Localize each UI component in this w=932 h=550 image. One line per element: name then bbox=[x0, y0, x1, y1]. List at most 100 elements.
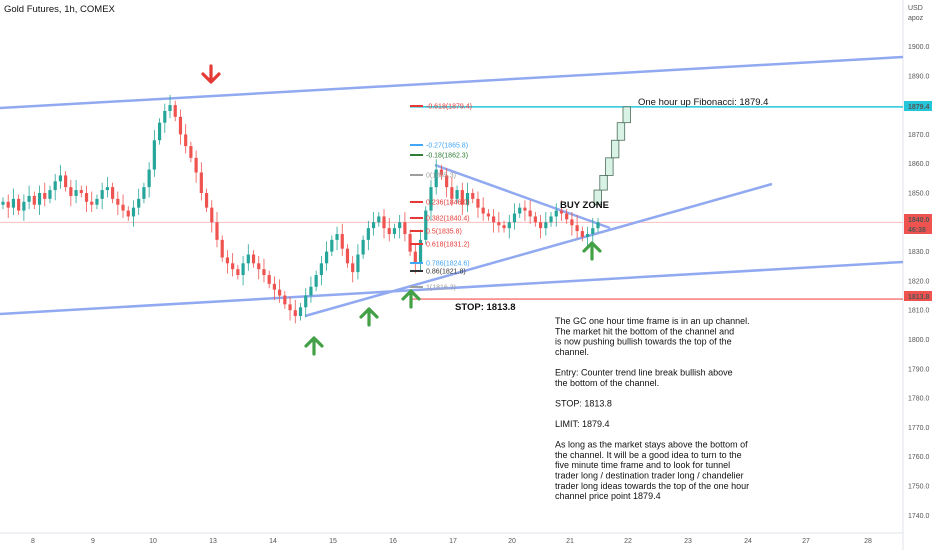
candle-body bbox=[251, 254, 256, 264]
x-axis: 8 9 10 13 14 15 16 17 20 21 22 23 24 27 28 bbox=[31, 538, 872, 545]
candle-body bbox=[90, 201, 94, 205]
candle-body bbox=[215, 222, 219, 240]
price-badge-label: 1879.4 bbox=[908, 104, 930, 111]
candle-body bbox=[481, 207, 485, 214]
candle-body bbox=[559, 210, 564, 214]
candle-body bbox=[356, 254, 360, 273]
projection-bars bbox=[593, 106, 631, 206]
candle-body bbox=[450, 187, 454, 199]
scale-mode-label: apoz bbox=[908, 15, 924, 22]
x-tick-label: 23 bbox=[684, 538, 692, 545]
candle-body bbox=[340, 234, 344, 249]
x-tick-label: 17 bbox=[449, 538, 457, 545]
candle-body bbox=[69, 187, 73, 196]
y-tick-label: 1800.0 bbox=[908, 337, 930, 344]
candle-body bbox=[173, 105, 177, 117]
candle-body bbox=[304, 295, 308, 308]
projection-bar bbox=[593, 189, 602, 206]
candle-body bbox=[116, 198, 120, 205]
projection-bar bbox=[611, 139, 620, 159]
candle-body bbox=[512, 213, 517, 223]
candle-body bbox=[241, 263, 245, 276]
candle-body bbox=[157, 122, 162, 141]
candle-body bbox=[465, 193, 470, 205]
y-tick-label: 1780.0 bbox=[908, 396, 930, 403]
buy-zone-label: BUY ZONE bbox=[560, 200, 609, 211]
candle-body bbox=[95, 198, 99, 205]
note-line: channel price point 1879.4 bbox=[555, 491, 661, 501]
candle-body bbox=[100, 190, 104, 199]
price-badges: 1879.4 1840.0 46:38 1813.8 bbox=[904, 101, 932, 301]
channel-bottom-line bbox=[0, 260, 904, 316]
projection-bar bbox=[599, 175, 608, 191]
candle-body bbox=[1, 201, 5, 205]
candle-body bbox=[6, 201, 10, 208]
candle-body bbox=[168, 105, 172, 111]
fib-level-label: 0(1855.3) bbox=[426, 173, 456, 180]
fib-level-label: -0.618(1879.4) bbox=[426, 104, 472, 111]
candle-body bbox=[210, 207, 214, 223]
candle-body bbox=[502, 225, 506, 229]
candle-body bbox=[439, 169, 444, 176]
candle-body bbox=[22, 201, 26, 211]
candle-body bbox=[371, 222, 376, 229]
candle-body bbox=[32, 195, 36, 205]
candle-body bbox=[445, 175, 449, 188]
candle-body bbox=[53, 181, 57, 191]
up-arrow-icon bbox=[401, 289, 421, 309]
y-tick-label: 1790.0 bbox=[908, 366, 930, 373]
candle-body bbox=[225, 257, 230, 264]
candle-body bbox=[298, 307, 303, 317]
y-tick-label: 1900.0 bbox=[908, 44, 930, 51]
fib-level-label: -0.27(1865.8) bbox=[426, 143, 468, 150]
candle-body bbox=[330, 239, 334, 252]
x-tick-label: 10 bbox=[149, 538, 157, 545]
projection-bar bbox=[616, 122, 626, 141]
candle-body bbox=[220, 239, 224, 258]
price-badge-label: 1813.8 bbox=[908, 294, 930, 301]
candle-body bbox=[398, 222, 402, 229]
candle-body bbox=[580, 231, 584, 237]
price-badge-label: 1840.0 bbox=[908, 217, 930, 224]
candle-body bbox=[147, 169, 151, 188]
price-level-lines bbox=[0, 106, 903, 300]
candle-body bbox=[121, 204, 125, 211]
note-line: the bottom of the channel. bbox=[555, 378, 659, 388]
fib-level-label: 0.618(1831.2) bbox=[426, 242, 470, 249]
stop-label: STOP: 1813.8 bbox=[455, 302, 516, 313]
candle-body bbox=[199, 172, 203, 193]
price-badge bbox=[904, 224, 932, 234]
price-badge-label: 46:38 bbox=[908, 227, 926, 234]
candle-body bbox=[460, 190, 464, 205]
candle-body bbox=[231, 263, 235, 270]
candle-body bbox=[293, 310, 297, 317]
candle-body bbox=[486, 213, 490, 217]
candle-body bbox=[335, 234, 339, 240]
x-tick-label: 13 bbox=[209, 538, 217, 545]
candle-body bbox=[84, 193, 89, 202]
candle-body bbox=[11, 198, 16, 208]
fib-level-label: 0.5(1835.8) bbox=[426, 229, 462, 236]
candle-body bbox=[403, 222, 407, 235]
projection-bar bbox=[622, 106, 631, 124]
y-tick-label: 1870.0 bbox=[908, 132, 930, 139]
candle-body bbox=[37, 193, 42, 205]
candle-body bbox=[152, 140, 156, 170]
candle-body bbox=[319, 263, 323, 276]
rising-support-line bbox=[304, 182, 773, 318]
note-line: The GC one hour time frame is in an up c… bbox=[555, 316, 750, 326]
candle-body bbox=[27, 195, 31, 202]
candle-body bbox=[178, 116, 183, 135]
price-badge bbox=[904, 214, 932, 224]
note-line: is now pushing bullish towards the top o… bbox=[555, 337, 732, 347]
candle-body bbox=[538, 222, 543, 229]
note-line: LIMIT: 1879.4 bbox=[555, 419, 610, 429]
candle-body bbox=[184, 134, 188, 147]
candle-body bbox=[591, 228, 595, 235]
candle-body bbox=[314, 275, 318, 287]
candle-body bbox=[471, 193, 475, 199]
fib-level-label: 0.236(1846.0) bbox=[426, 200, 470, 207]
candle-body bbox=[43, 193, 47, 199]
y-tick-label: 1810.0 bbox=[908, 308, 930, 315]
